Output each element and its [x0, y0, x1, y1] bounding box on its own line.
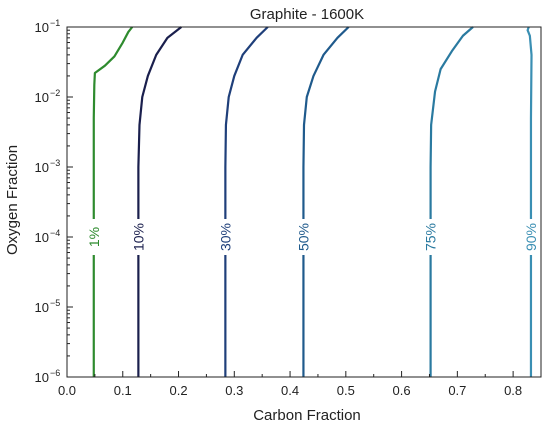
y-tick-exponent: −6 [50, 368, 60, 378]
x-tick-label: 0.8 [504, 383, 522, 398]
x-tick-label: 0.1 [114, 383, 132, 398]
y-tick-exponent: −4 [50, 228, 60, 238]
x-axis: 0.0 0.1 0.2 0.3 0.4 0.5 0.6 0.7 0.8 [58, 371, 542, 398]
contour-line [92, 26, 134, 219]
x-tick-label: 0.2 [169, 383, 187, 398]
y-tick-label: 10 [35, 160, 49, 175]
y-tick-label: 10 [35, 20, 49, 35]
y-tick-exponent: −5 [50, 298, 60, 308]
contour-labels: 1% 10% 30% 50% 75% 90% [86, 223, 539, 251]
contour-label: 50% [295, 223, 311, 251]
contour-lines [92, 26, 533, 377]
x-tick-label: 0.6 [393, 383, 411, 398]
y-tick-exponent: −3 [50, 158, 60, 168]
contour-label: 1% [86, 227, 102, 247]
x-tick-label: 0.4 [281, 383, 299, 398]
plot-frame [66, 26, 542, 378]
contour-line [429, 26, 474, 219]
contour-label: 90% [523, 223, 539, 251]
y-tick-exponent: −1 [50, 18, 60, 28]
contour-line [302, 26, 350, 219]
contour-line [137, 26, 182, 219]
y-tick-label: 10 [35, 300, 49, 315]
chart-title: Graphite - 1600K [250, 6, 364, 23]
contour-line [526, 26, 533, 219]
contour-line [224, 26, 269, 219]
contour-label: 30% [217, 223, 233, 251]
contour-label: 75% [423, 223, 439, 251]
contour-label: 10% [130, 223, 146, 251]
y-tick-label: 10 [35, 230, 49, 245]
y-axis-title: Oxygen Fraction [4, 145, 21, 255]
x-axis-title: Carbon Fraction [253, 407, 361, 424]
y-axis: 10−610−510−410−310−210−1 [35, 18, 73, 385]
y-tick-exponent: −2 [50, 88, 60, 98]
x-tick-label: 0.7 [448, 383, 466, 398]
y-tick-label: 10 [35, 370, 49, 385]
x-tick-label: 0.5 [337, 383, 355, 398]
x-tick-label: 0.3 [225, 383, 243, 398]
x-tick-label: 0.0 [58, 383, 76, 398]
y-tick-label: 10 [35, 90, 49, 105]
